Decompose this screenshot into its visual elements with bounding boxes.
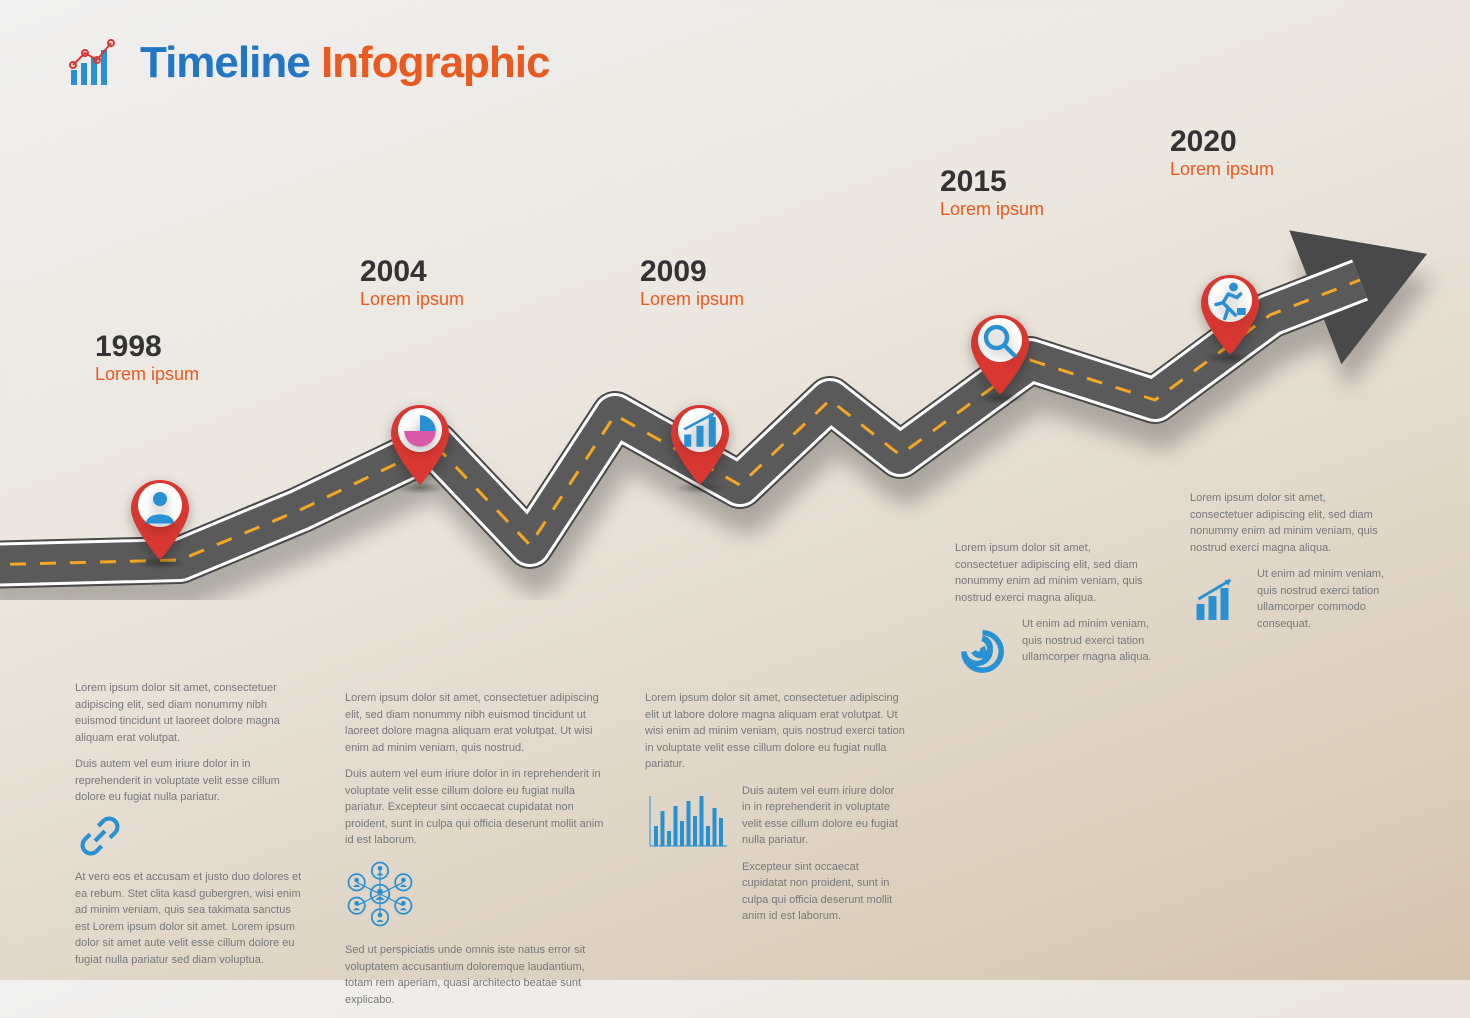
pin-shadow (973, 392, 1027, 404)
description-block-2: Lorem ipsum dolor sit amet, consectetuer… (645, 690, 905, 935)
year-subtitle: Lorem ipsum (940, 199, 1044, 220)
year-subtitle: Lorem ipsum (95, 364, 199, 385)
description-block-1: Lorem ipsum dolor sit amet, consectetuer… (345, 690, 605, 1018)
bars-icon (679, 410, 721, 452)
milestone-label-2009: 2009 Lorem ipsum (640, 255, 744, 310)
description-block-4: Lorem ipsum dolor sit amet, consectetuer… (1190, 490, 1390, 642)
desc-text: Lorem ipsum dolor sit amet, consectetuer… (75, 680, 305, 746)
pin-shadow (1203, 352, 1257, 364)
milestone-label-2004: 2004 Lorem ipsum (360, 255, 464, 310)
pin-shadow (133, 557, 187, 569)
pie-icon (399, 410, 441, 452)
run-icon (1209, 280, 1251, 322)
milestone-label-2015: 2015 Lorem ipsum (940, 165, 1044, 220)
desc-text: Duis autem vel eum iriure dolor in in re… (345, 766, 605, 849)
desc-text: Lorem ipsum dolor sit amet, consectetuer… (955, 540, 1155, 606)
year-subtitle: Lorem ipsum (1170, 159, 1274, 180)
desc-text: Lorem ipsum dolor sit amet, consectetuer… (1190, 490, 1390, 556)
year-text: 2004 (360, 255, 464, 289)
barchart-icon (645, 791, 730, 857)
desc-text: Lorem ipsum dolor sit amet, consectetuer… (345, 690, 605, 756)
pin-shadow (673, 482, 727, 494)
desc-text: Ut enim ad minim veniam, quis nostrud ex… (1022, 616, 1155, 666)
search-icon (979, 320, 1021, 362)
pin-shadow (393, 482, 447, 494)
spiral-icon (955, 624, 1010, 685)
milestone-label-1998: 1998 Lorem ipsum (95, 330, 199, 385)
desc-text: Duis autem vel eum iriure dolor in in re… (742, 783, 905, 849)
desc-text: Duis autem vel eum iriure dolor in in re… (75, 756, 305, 806)
milestone-pin-2020 (1195, 270, 1265, 360)
year-text: 2009 (640, 255, 744, 289)
milestone-pin-1998 (125, 475, 195, 565)
year-text: 2015 (940, 165, 1044, 199)
description-block-3: Lorem ipsum dolor sit amet, consectetuer… (955, 540, 1155, 693)
year-text: 2020 (1170, 125, 1274, 159)
desc-text: At vero eos et accusam et justo duo dolo… (75, 869, 305, 968)
user-icon (139, 485, 181, 527)
desc-text: Lorem ipsum dolor sit amet, consectetuer… (645, 690, 905, 773)
desc-text: Sed ut perspiciatis unde omnis iste natu… (345, 942, 605, 1008)
milestone-pin-2009 (665, 400, 735, 490)
desc-text: Excepteur sint occaecat cupidatat non pr… (742, 859, 905, 925)
milestone-label-2020: 2020 Lorem ipsum (1170, 125, 1274, 180)
network-icon (345, 859, 605, 935)
year-subtitle: Lorem ipsum (360, 289, 464, 310)
description-block-0: Lorem ipsum dolor sit amet, consectetuer… (75, 680, 305, 978)
year-text: 1998 (95, 330, 199, 364)
link-icon (75, 816, 305, 862)
milestone-pin-2004 (385, 400, 455, 490)
milestone-pin-2015 (965, 310, 1035, 400)
desc-text: Ut enim ad minim veniam, quis nostrud ex… (1257, 566, 1390, 632)
growth-icon (1190, 574, 1245, 630)
year-subtitle: Lorem ipsum (640, 289, 744, 310)
